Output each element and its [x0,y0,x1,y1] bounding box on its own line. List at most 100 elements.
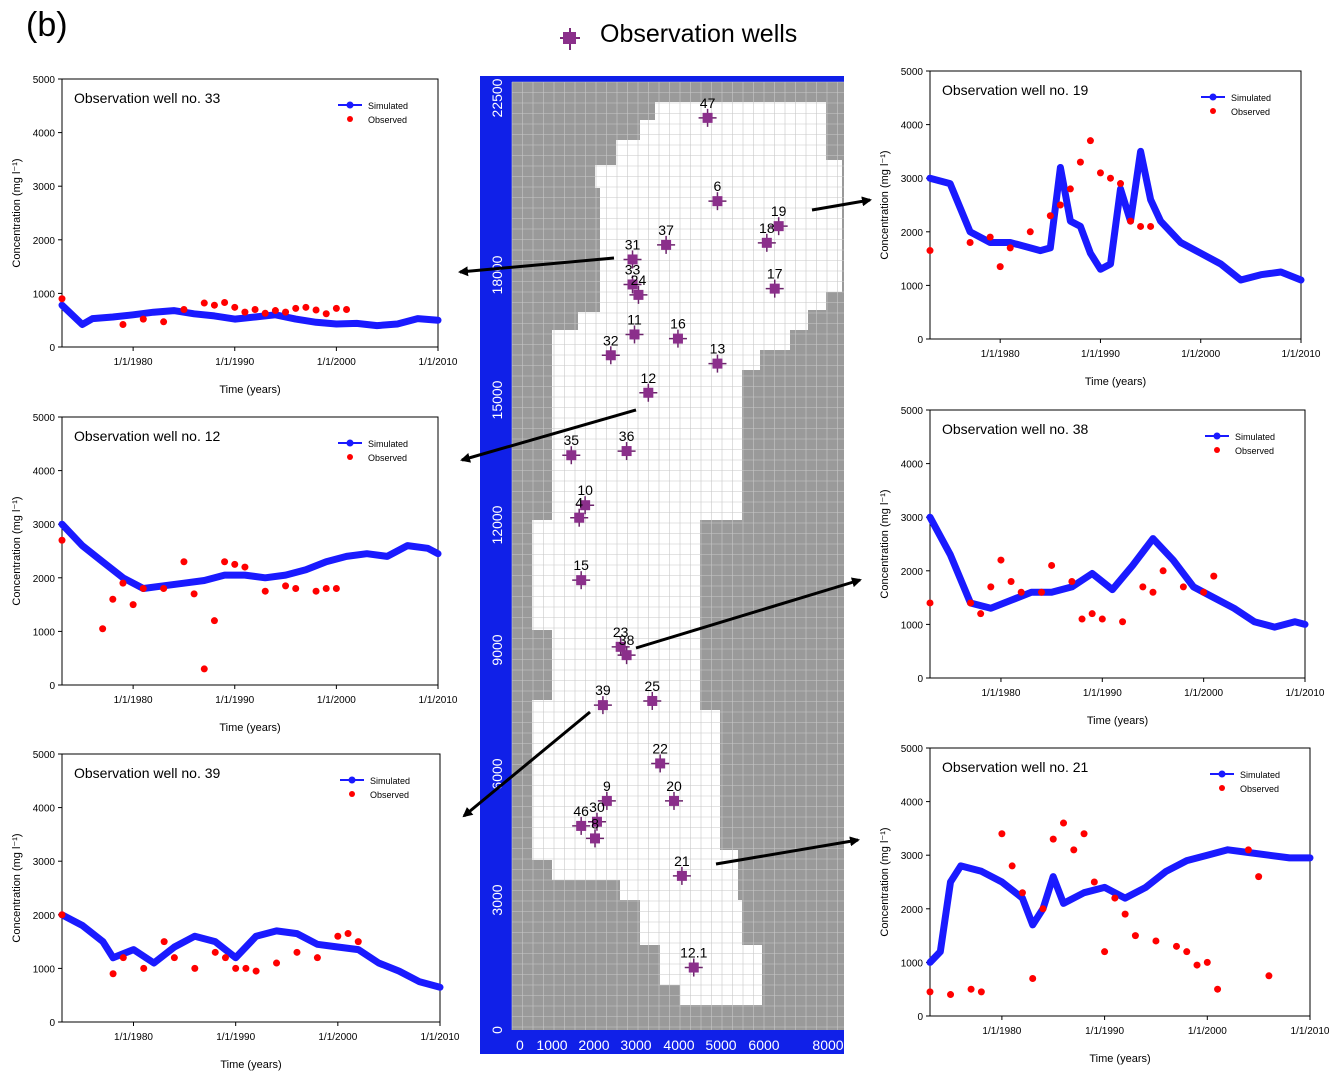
observed-point [109,595,117,603]
well-label: 24 [631,272,647,288]
y-tick-label: 0 [917,674,923,685]
well-label: 17 [767,266,783,282]
simulated-series [58,301,442,330]
observed-point [1026,228,1034,236]
x-tick-label: 1/1/2010 [1286,688,1325,699]
y-tick-label: 3000 [901,513,924,524]
legend-simulated-marker [1209,93,1217,101]
y-tick-label: 0 [917,1012,923,1023]
observed-point [322,310,330,318]
observed-point [1086,137,1094,145]
plot-area [929,747,1311,1017]
x-tick-label: 1/1/1980 [981,688,1020,699]
pointer-arrow [458,256,615,277]
map-y-tick: 22500 [489,78,505,117]
well-label: 33 [625,261,641,277]
y-tick-label: 2000 [33,574,56,585]
x-tick-label: 1/1/2010 [1291,1026,1330,1037]
pointer-arrow [635,577,862,650]
well-label: 32 [603,332,619,348]
observed-point [1172,942,1180,950]
observed-point [1037,588,1045,596]
well-label: 39 [595,682,611,698]
observed-point [1193,961,1201,969]
observed-point [251,305,259,313]
map-x-tick: 2000 [578,1037,609,1053]
observed-point [292,585,300,593]
x-tick-label: 1/1/2000 [317,357,356,368]
observed-point [1090,878,1098,886]
legend-observed-marker [349,791,355,797]
map-y-tick: 15000 [489,380,505,419]
observed-point [344,930,352,938]
legend-observed-marker [1214,447,1220,453]
observed-point [180,558,188,566]
observed-point [986,233,994,241]
well-label: 37 [658,222,674,238]
observed-point [1007,578,1015,586]
x-tick-label: 1/1/2000 [1181,349,1220,360]
y-tick-label: 3000 [33,857,56,868]
map-y-tick: 9000 [489,634,505,665]
y-tick-label: 4000 [33,467,56,478]
observed-point [1096,169,1104,177]
plot-area [929,409,1306,679]
observed-point [160,938,168,946]
well-marker: 4 [570,495,589,527]
y-tick-label: 3000 [33,520,56,531]
observed-point [241,563,249,571]
legend-observed-marker [347,116,353,122]
observed-point [241,308,249,316]
well-marker: 46 [572,803,591,835]
x-tick-label: 1/1/1980 [114,357,153,368]
y-axis-label: Concentration (mg l⁻¹) [11,833,23,942]
well-marker: 6 [708,178,727,211]
legend-simulated-marker [1218,770,1226,778]
observed-point [966,239,974,247]
y-tick-label: 1000 [33,627,56,638]
y-tick-label: 2000 [901,228,924,239]
x-tick-label: 1/1/1980 [981,349,1020,360]
map-active-domain [532,102,842,1005]
observed-point [261,309,269,317]
x-tick-label: 1/1/2000 [317,695,356,706]
observed-point [293,948,301,956]
observed-point [221,954,229,962]
y-axis-label: Concentration (mg l⁻¹) [879,150,891,259]
y-tick-label: 5000 [901,67,924,78]
well-marker: 47 [698,95,717,127]
observed-point [139,585,147,593]
observed-point [1101,948,1109,956]
observed-point [1265,972,1273,980]
y-tick-label: 3000 [901,174,924,185]
observed-point [1127,217,1135,225]
observed-point [99,625,107,633]
observed-point [231,560,239,568]
chart-panel: 0 1000 2000 3000 4000 5000 1/1/1980 1/1/1990 1/1… [11,413,458,734]
legend-observed-marker [1219,785,1225,791]
well-label: 38 [619,632,635,648]
x-axis-label: Time (years) [1085,376,1146,388]
well-label: 15 [573,557,589,573]
legend-simulated-marker [1213,432,1221,440]
observed-point [271,307,279,315]
observed-point [1106,174,1114,182]
observed-point [1111,894,1119,902]
y-axis-label: Concentration (mg l⁻¹) [11,158,23,267]
chart-panel: 0 1000 2000 3000 4000 5000 1/1/1980 1/1/1990 1/1… [11,750,460,1071]
well-marker: 33 [623,261,642,294]
observed-point [58,295,66,303]
observed-point [1017,588,1025,596]
well-marker: 24 [629,272,648,304]
legend-observed-marker [347,454,353,460]
observed-point [1039,905,1047,913]
observed-point [242,964,250,972]
observed-point [221,558,229,566]
legend-simulated-marker [346,101,354,109]
observed-point [1066,185,1074,193]
map-x-tick: 6000 [748,1037,779,1053]
y-tick-label: 2000 [33,911,56,922]
y-tick-label: 5000 [901,406,924,417]
chart-title: Observation well no. 39 [74,765,221,781]
map-y-tick: 3000 [489,884,505,915]
